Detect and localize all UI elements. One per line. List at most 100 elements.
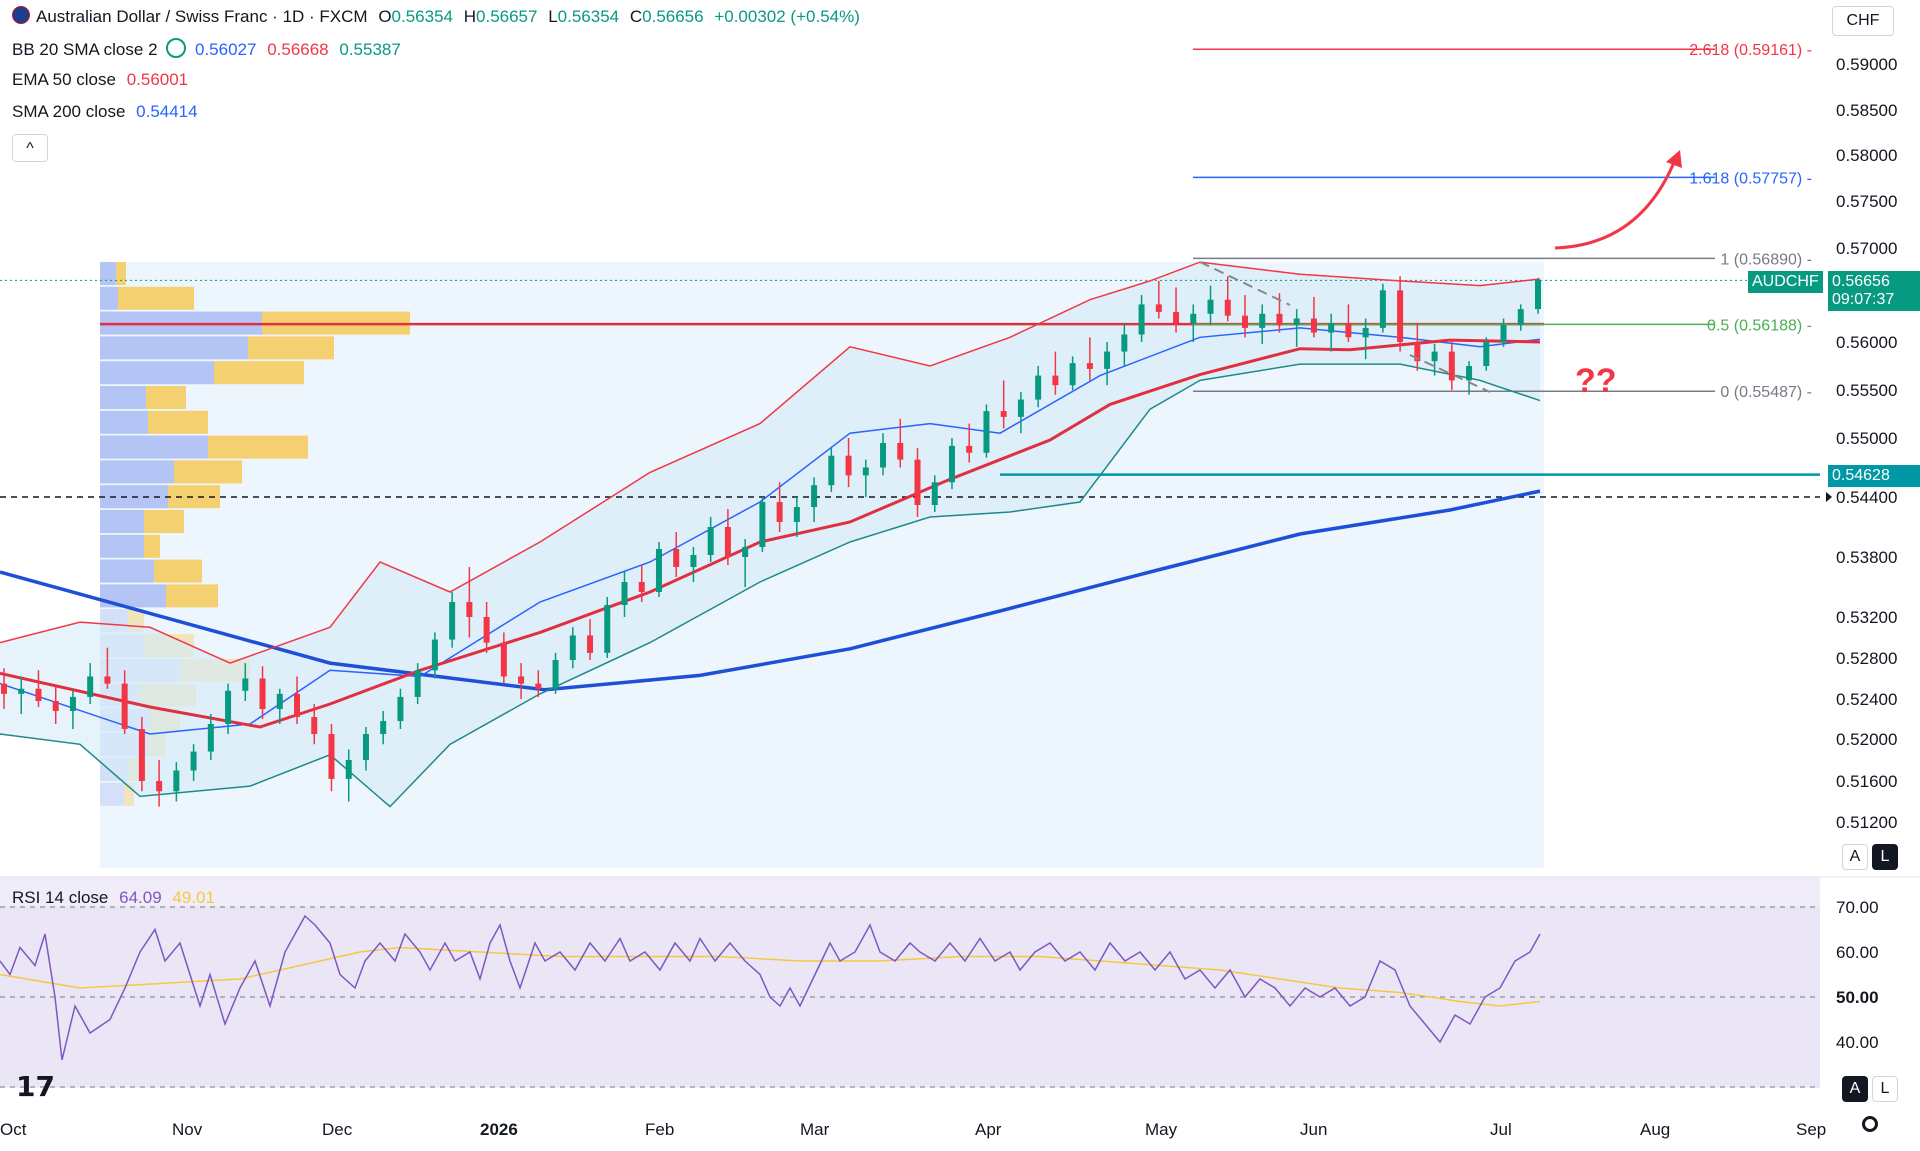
candle-body — [776, 502, 783, 522]
candle-body — [328, 734, 335, 779]
volume-profile-down-bar — [116, 262, 126, 285]
candle-body — [1259, 313, 1266, 328]
candle-body — [1483, 342, 1490, 366]
x-axis-tick-label: Nov — [172, 1120, 203, 1139]
volume-profile-down-bar — [118, 286, 194, 310]
candle-body — [156, 781, 163, 792]
symbol-tag: AUDCHF — [1748, 271, 1823, 293]
auto-scale-label: A — [1849, 848, 1861, 865]
rsi-legend[interactable]: RSI 14 close 64.09 49.01 — [12, 888, 215, 908]
rsi-log-scale-label: L — [1880, 1080, 1890, 1097]
candle-body — [983, 411, 990, 453]
x-axis-tick-label: Sep — [1796, 1120, 1826, 1139]
candle-body — [483, 617, 490, 643]
rsi-axis-tick-label: 50.00 — [1836, 988, 1879, 1007]
candle-body — [294, 693, 301, 717]
support-price-tag: 0.54628 — [1828, 465, 1920, 487]
volume-profile-up-bar — [100, 361, 214, 385]
candle-body — [1328, 323, 1335, 333]
volume-profile-up-bar — [100, 336, 248, 360]
x-axis-tick-label: Mar — [800, 1120, 830, 1139]
candle-body — [880, 442, 887, 468]
candle-body — [1086, 363, 1093, 369]
candle-body — [1310, 318, 1317, 333]
candle-body — [759, 502, 766, 547]
sma-legend[interactable]: SMA 200 close 0.54414 — [12, 102, 198, 122]
x-axis-tick-label: Apr — [975, 1120, 1002, 1139]
volume-profile-down-bar — [124, 782, 134, 806]
volume-profile-up-bar — [100, 386, 146, 409]
y-axis-tick-label: 0.52000 — [1836, 730, 1897, 749]
x-axis-tick-label: Jul — [1490, 1120, 1512, 1139]
settings-gear-icon[interactable] — [1862, 1116, 1878, 1132]
candle-body — [207, 724, 214, 752]
candle-body — [1017, 399, 1024, 417]
rsi-auto-scale-button[interactable]: A — [1842, 1076, 1868, 1102]
volume-profile-down-bar — [144, 534, 160, 558]
candle-body — [362, 734, 369, 760]
candle-body — [311, 717, 318, 734]
candle-body — [673, 549, 680, 567]
candle-body — [1293, 318, 1300, 326]
candle-body — [1241, 315, 1248, 328]
y-axis-tick-label: 0.58000 — [1836, 146, 1897, 165]
volume-profile-down-bar — [146, 386, 186, 409]
candle-body — [793, 507, 800, 522]
eye-icon[interactable] — [166, 38, 187, 58]
low-value: 0.56354 — [557, 7, 620, 26]
ema-legend[interactable]: EMA 50 close 0.56001 — [12, 70, 188, 90]
collapse-legend-button[interactable]: ^ — [12, 134, 48, 162]
close-value: 0.56656 — [642, 7, 704, 26]
volume-profile-up-bar — [100, 435, 208, 459]
currency-selector[interactable]: CHF — [1832, 6, 1894, 36]
log-scale-button[interactable]: L — [1872, 844, 1898, 870]
y-axis-tick-label: 0.55000 — [1836, 429, 1897, 448]
candle-body — [638, 582, 645, 592]
candle-body — [1069, 363, 1076, 386]
candle-body — [1224, 299, 1231, 316]
open-label: O — [378, 7, 392, 26]
candle-body — [69, 696, 76, 711]
candle-body — [414, 670, 421, 697]
question-annotation: ?? — [1575, 362, 1617, 400]
y-axis-tick-label: 0.57000 — [1836, 239, 1897, 258]
candle-body — [225, 690, 232, 724]
candle-body — [104, 676, 111, 684]
bb-upper-value: 0.56668 — [267, 40, 329, 59]
candle-body — [1431, 351, 1438, 362]
dashed-level-arrow-icon — [1826, 492, 1832, 502]
candle-body — [828, 455, 835, 486]
candle-body — [173, 770, 180, 792]
candle-body — [1276, 313, 1283, 326]
rsi-log-scale-button[interactable]: L — [1872, 1076, 1898, 1102]
candle-body — [1035, 375, 1042, 400]
y-axis-tick-label: 0.57500 — [1836, 192, 1897, 211]
candle-body — [1517, 309, 1524, 326]
candle-body — [897, 442, 904, 460]
projection-arrow — [1554, 159, 1677, 250]
candle-body — [621, 582, 628, 605]
candle-body — [1000, 411, 1007, 417]
close-label: C — [629, 7, 643, 26]
candle-body — [518, 676, 525, 684]
candle-body — [1448, 351, 1455, 381]
fib-level-label: 1.618 (0.57757) - — [1689, 170, 1812, 187]
symbol-title: Australian Dollar / Swiss Franc · 1D · F… — [36, 7, 368, 26]
sma-value: 0.54414 — [136, 102, 198, 121]
bb-legend[interactable]: BB 20 SMA close 2 0.56027 0.56668 0.5538… — [12, 38, 401, 60]
bb-label: BB 20 SMA close 2 — [12, 40, 158, 59]
bollinger-lower-line — [0, 363, 1541, 808]
candle-body — [35, 688, 42, 701]
x-axis-tick-label: Jun — [1300, 1120, 1327, 1139]
candle-body — [966, 445, 973, 453]
candle-body — [655, 549, 662, 592]
candle-body — [811, 485, 818, 507]
candle-body — [1345, 323, 1352, 338]
fib-level-label: 2.618 (0.59161) - — [1689, 42, 1812, 59]
volume-profile-up-bar — [100, 510, 144, 533]
rsi-label: RSI 14 close — [12, 888, 109, 907]
bollinger-upper-line — [0, 261, 1541, 664]
auto-scale-button[interactable]: A — [1842, 844, 1868, 870]
candle-body — [1155, 304, 1162, 312]
